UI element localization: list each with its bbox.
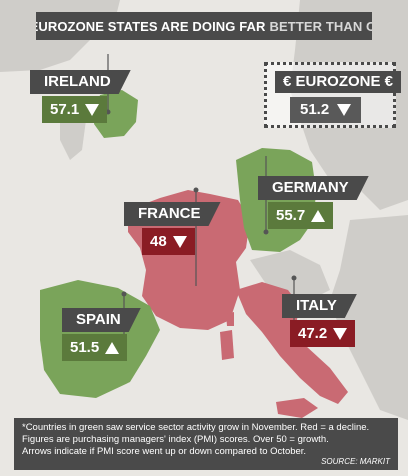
ireland-value: 57.1 [50,101,80,118]
italy-name: ITALY [282,294,357,318]
corsica-shape [226,312,234,326]
title-banner: SOME EUROZONE STATES ARE DOING FAR BETTE… [36,12,372,40]
sardinia-shape [220,330,234,360]
footnote-line3: Arrows indicate if PMI score went up or … [22,446,307,457]
arrow-up-icon [311,209,326,222]
arrow-down-icon [85,103,100,116]
eurozone-value: 51.2 [300,101,330,118]
germany-name: GERMANY [258,176,369,200]
germany-value: 55.7 [276,207,306,224]
italy-pin-dot [291,275,297,281]
france-value: 48 [150,233,167,250]
germany-pin-dot [263,229,269,235]
footnote: *Countries in green saw service sector a… [14,418,398,470]
spain-pin-dot [121,291,127,297]
eurozone-name: € EUROZONE € [275,71,402,93]
eurozone-value-box: 51.2 [290,97,362,123]
france-name: FRANCE [124,202,221,226]
spain-value: 51.5 [70,339,100,356]
spain-value-box: 51.5 [62,334,128,361]
spain-name: SPAIN [62,308,141,332]
footnote-line1: *Countries in green saw service sector a… [22,422,370,433]
arrow-up-icon [105,341,120,354]
france-value-box: 48 [142,228,195,255]
ireland-value-box: 57.1 [42,96,108,123]
footnote-line2: Figures are purchasing managers' index (… [22,434,329,445]
source-credit: SOURCE: MARKIT [321,457,390,466]
ireland-name: IRELAND [30,70,131,94]
arrow-down-icon [337,104,352,116]
sicily-shape [276,398,318,418]
eurozone-badge: € EUROZONE € 51.2 [264,62,402,128]
arrow-down-icon [333,327,348,340]
germany-value-box: 55.7 [268,202,334,229]
italy-value-box: 47.2 [290,320,356,347]
france-pin-dot [193,187,199,193]
arrow-down-icon [172,235,187,248]
italy-value: 47.2 [298,325,328,342]
title-part2: BETTER THAN OTHERS [269,18,372,34]
title-part1: SOME EUROZONE STATES ARE DOING FAR [36,18,266,34]
